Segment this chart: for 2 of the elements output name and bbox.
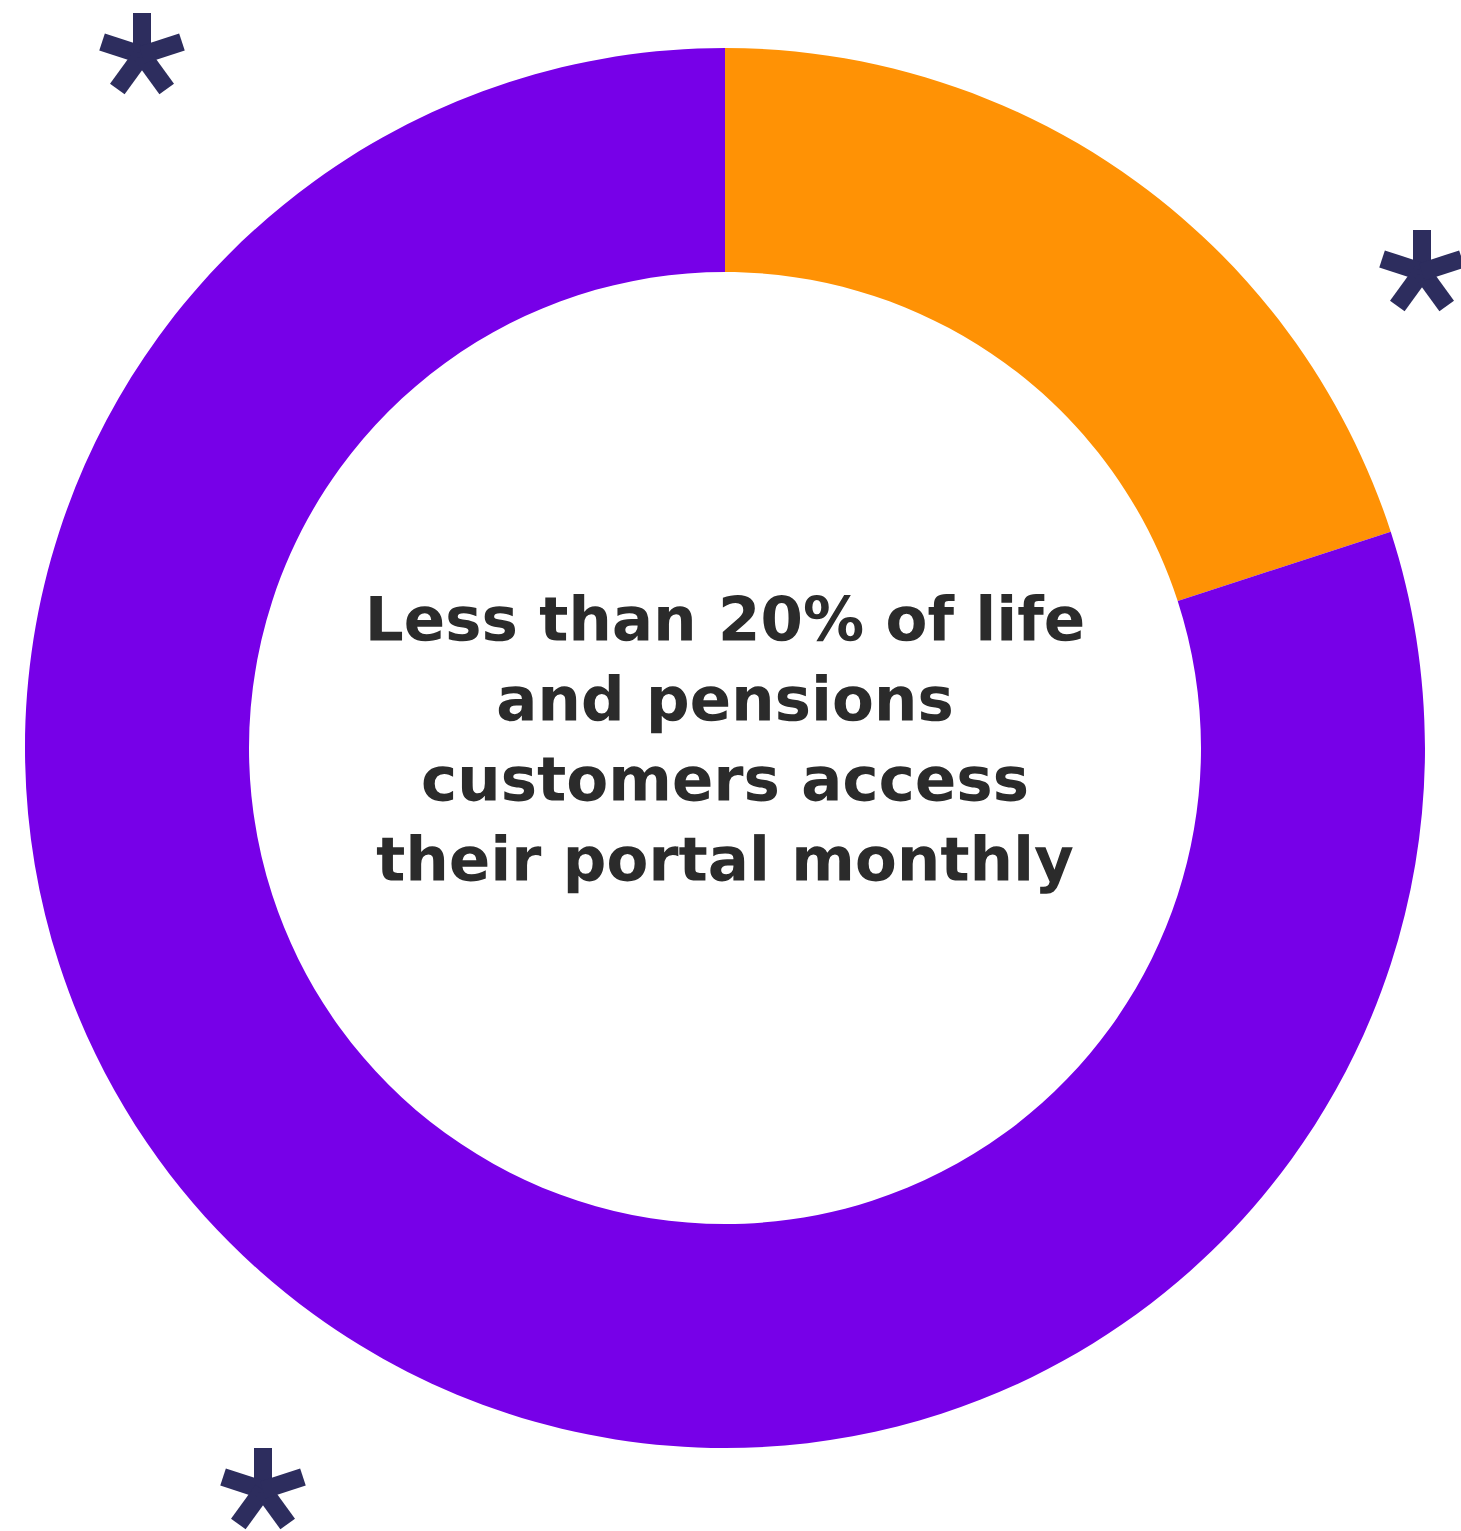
donut-slice xyxy=(25,48,1425,1448)
text: Less than 20% of life and pensions customers access their portal monthly xyxy=(370,594,1083,894)
